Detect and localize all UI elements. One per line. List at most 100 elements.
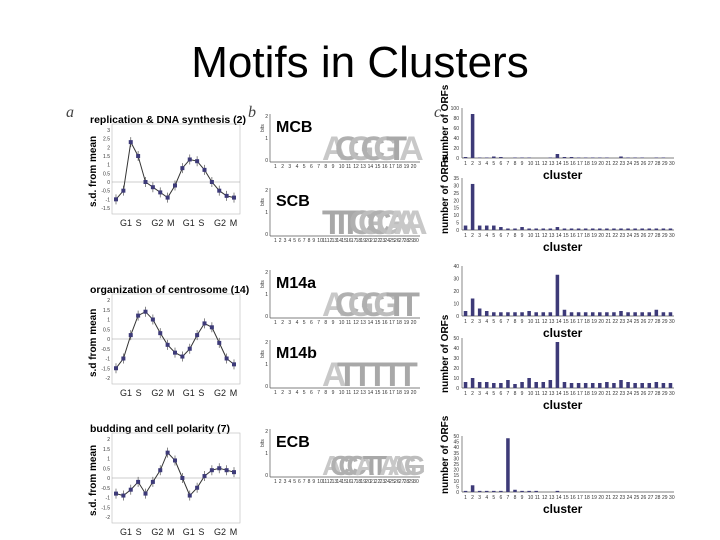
logo-xtick: 19 (360, 238, 366, 244)
bar-ytick: 60 (453, 126, 459, 132)
logo-xtick: 2 (279, 479, 282, 485)
bar-xtick: 11 (535, 161, 540, 167)
bar-xtick: 14 (556, 495, 562, 501)
bar-ytick: 20 (453, 146, 459, 152)
profile-point (217, 466, 222, 471)
profile-point (180, 166, 185, 171)
profile-point (150, 479, 155, 484)
profile-ytick: 2 (107, 437, 110, 443)
logo-ytick: 2 (265, 340, 268, 346)
logo-letter: A (403, 204, 428, 242)
bar-xtick: 30 (669, 161, 675, 167)
logo-xtick: 7 (303, 479, 306, 485)
bar (647, 383, 652, 388)
logo-xtick: 1 (274, 238, 277, 244)
logo-xtick: 3 (284, 479, 287, 485)
bar-xlabel: cluster (543, 502, 583, 516)
logo-xtick: 6 (298, 238, 301, 244)
bar (463, 225, 468, 230)
logo-xtick: 26 (394, 238, 400, 244)
logo-xtick: 24 (384, 479, 390, 485)
motif-name: MCB (276, 119, 312, 136)
logo-xtick: 12 (353, 164, 359, 170)
profile-ytick: 0.5 (103, 466, 110, 472)
profile-ytick: 2.5 (103, 137, 110, 143)
logo-xtick: 11 (322, 479, 327, 485)
logo-letter: T (371, 450, 388, 481)
profile-point (158, 331, 163, 336)
profile-phase-label: S (198, 388, 204, 398)
logo-ylabel: bits (260, 198, 266, 206)
profile-ytick: 0.5 (103, 171, 110, 177)
profile-ylabel: s.d. from mean (88, 136, 99, 207)
profile-phase-label: G2 (214, 527, 226, 537)
bar-xtick: 28 (655, 161, 661, 167)
profile-ytick: 3 (107, 128, 110, 134)
bar (470, 298, 475, 316)
bar-ytick: 30 (453, 277, 459, 283)
profile-point (114, 197, 118, 202)
logo-letter: C (347, 450, 367, 481)
bar-xtick: 29 (662, 233, 668, 239)
profile-ytick: 2 (107, 145, 110, 151)
profile-point (232, 470, 236, 475)
profile-phase-label: M (230, 388, 238, 398)
profile-ytick: 0.5 (103, 327, 110, 333)
bar (576, 157, 581, 158)
bar (605, 312, 609, 316)
logo-xtick: 25 (389, 238, 395, 244)
bar-xtick: 25 (634, 391, 640, 397)
profile-phase-label: S (136, 218, 142, 228)
logo-xtick: 8 (324, 320, 327, 326)
bar-xtick: 29 (662, 391, 668, 397)
bar (612, 383, 616, 388)
bar-xtick: 18 (584, 495, 590, 501)
bar (555, 342, 560, 388)
profile-phase-label: G2 (214, 388, 226, 398)
bar-xtick: 19 (591, 233, 597, 239)
bar-xtick: 12 (542, 233, 548, 239)
bar-xtick: 24 (627, 391, 633, 397)
bar-xlabel: cluster (543, 398, 583, 412)
bar (541, 312, 546, 316)
bar (548, 228, 553, 230)
panel-label-a: a (66, 104, 74, 121)
logo-letter: T (331, 204, 352, 242)
logo-xtick: 18 (356, 238, 362, 244)
logo-xtick: 10 (317, 238, 323, 244)
bar (598, 157, 602, 158)
bar (590, 157, 595, 158)
logo-letter: T (386, 130, 407, 168)
logo-xtick: 11 (346, 164, 351, 170)
bar-ylabel: number of ORFs (440, 314, 451, 393)
bar (484, 382, 489, 388)
bar-ytick: 0 (456, 228, 459, 234)
bar-xtick: 13 (549, 319, 555, 325)
bar-ylabel: number of ORFs (440, 84, 451, 163)
bar-xtick: 6 (499, 495, 502, 501)
profile-ytick: -1 (106, 357, 111, 363)
bar-xtick: 20 (598, 161, 604, 167)
logo-letter: T (340, 204, 361, 242)
bar (569, 228, 574, 230)
bar-xtick: 27 (648, 391, 654, 397)
bar-xtick: 8 (514, 495, 517, 501)
logo-xtick: 13 (360, 320, 366, 326)
bar (499, 312, 503, 316)
profile-phase-label: M (167, 218, 175, 228)
bar (590, 228, 595, 230)
bar (492, 383, 496, 388)
bar-xtick: 24 (627, 495, 633, 501)
logo-letter: C (367, 204, 392, 242)
bar-xtick: 14 (556, 233, 562, 239)
logo-xtick: 12 (327, 238, 333, 244)
bar-xtick: 28 (655, 495, 661, 501)
profile-point (158, 468, 163, 473)
bar (605, 228, 609, 230)
bar-ytick: 30 (453, 183, 459, 189)
logo-ytick: 0 (265, 473, 268, 479)
bar (668, 228, 673, 230)
profile-point (114, 366, 118, 371)
logo-xtick: 8 (308, 238, 311, 244)
bar (477, 308, 482, 316)
